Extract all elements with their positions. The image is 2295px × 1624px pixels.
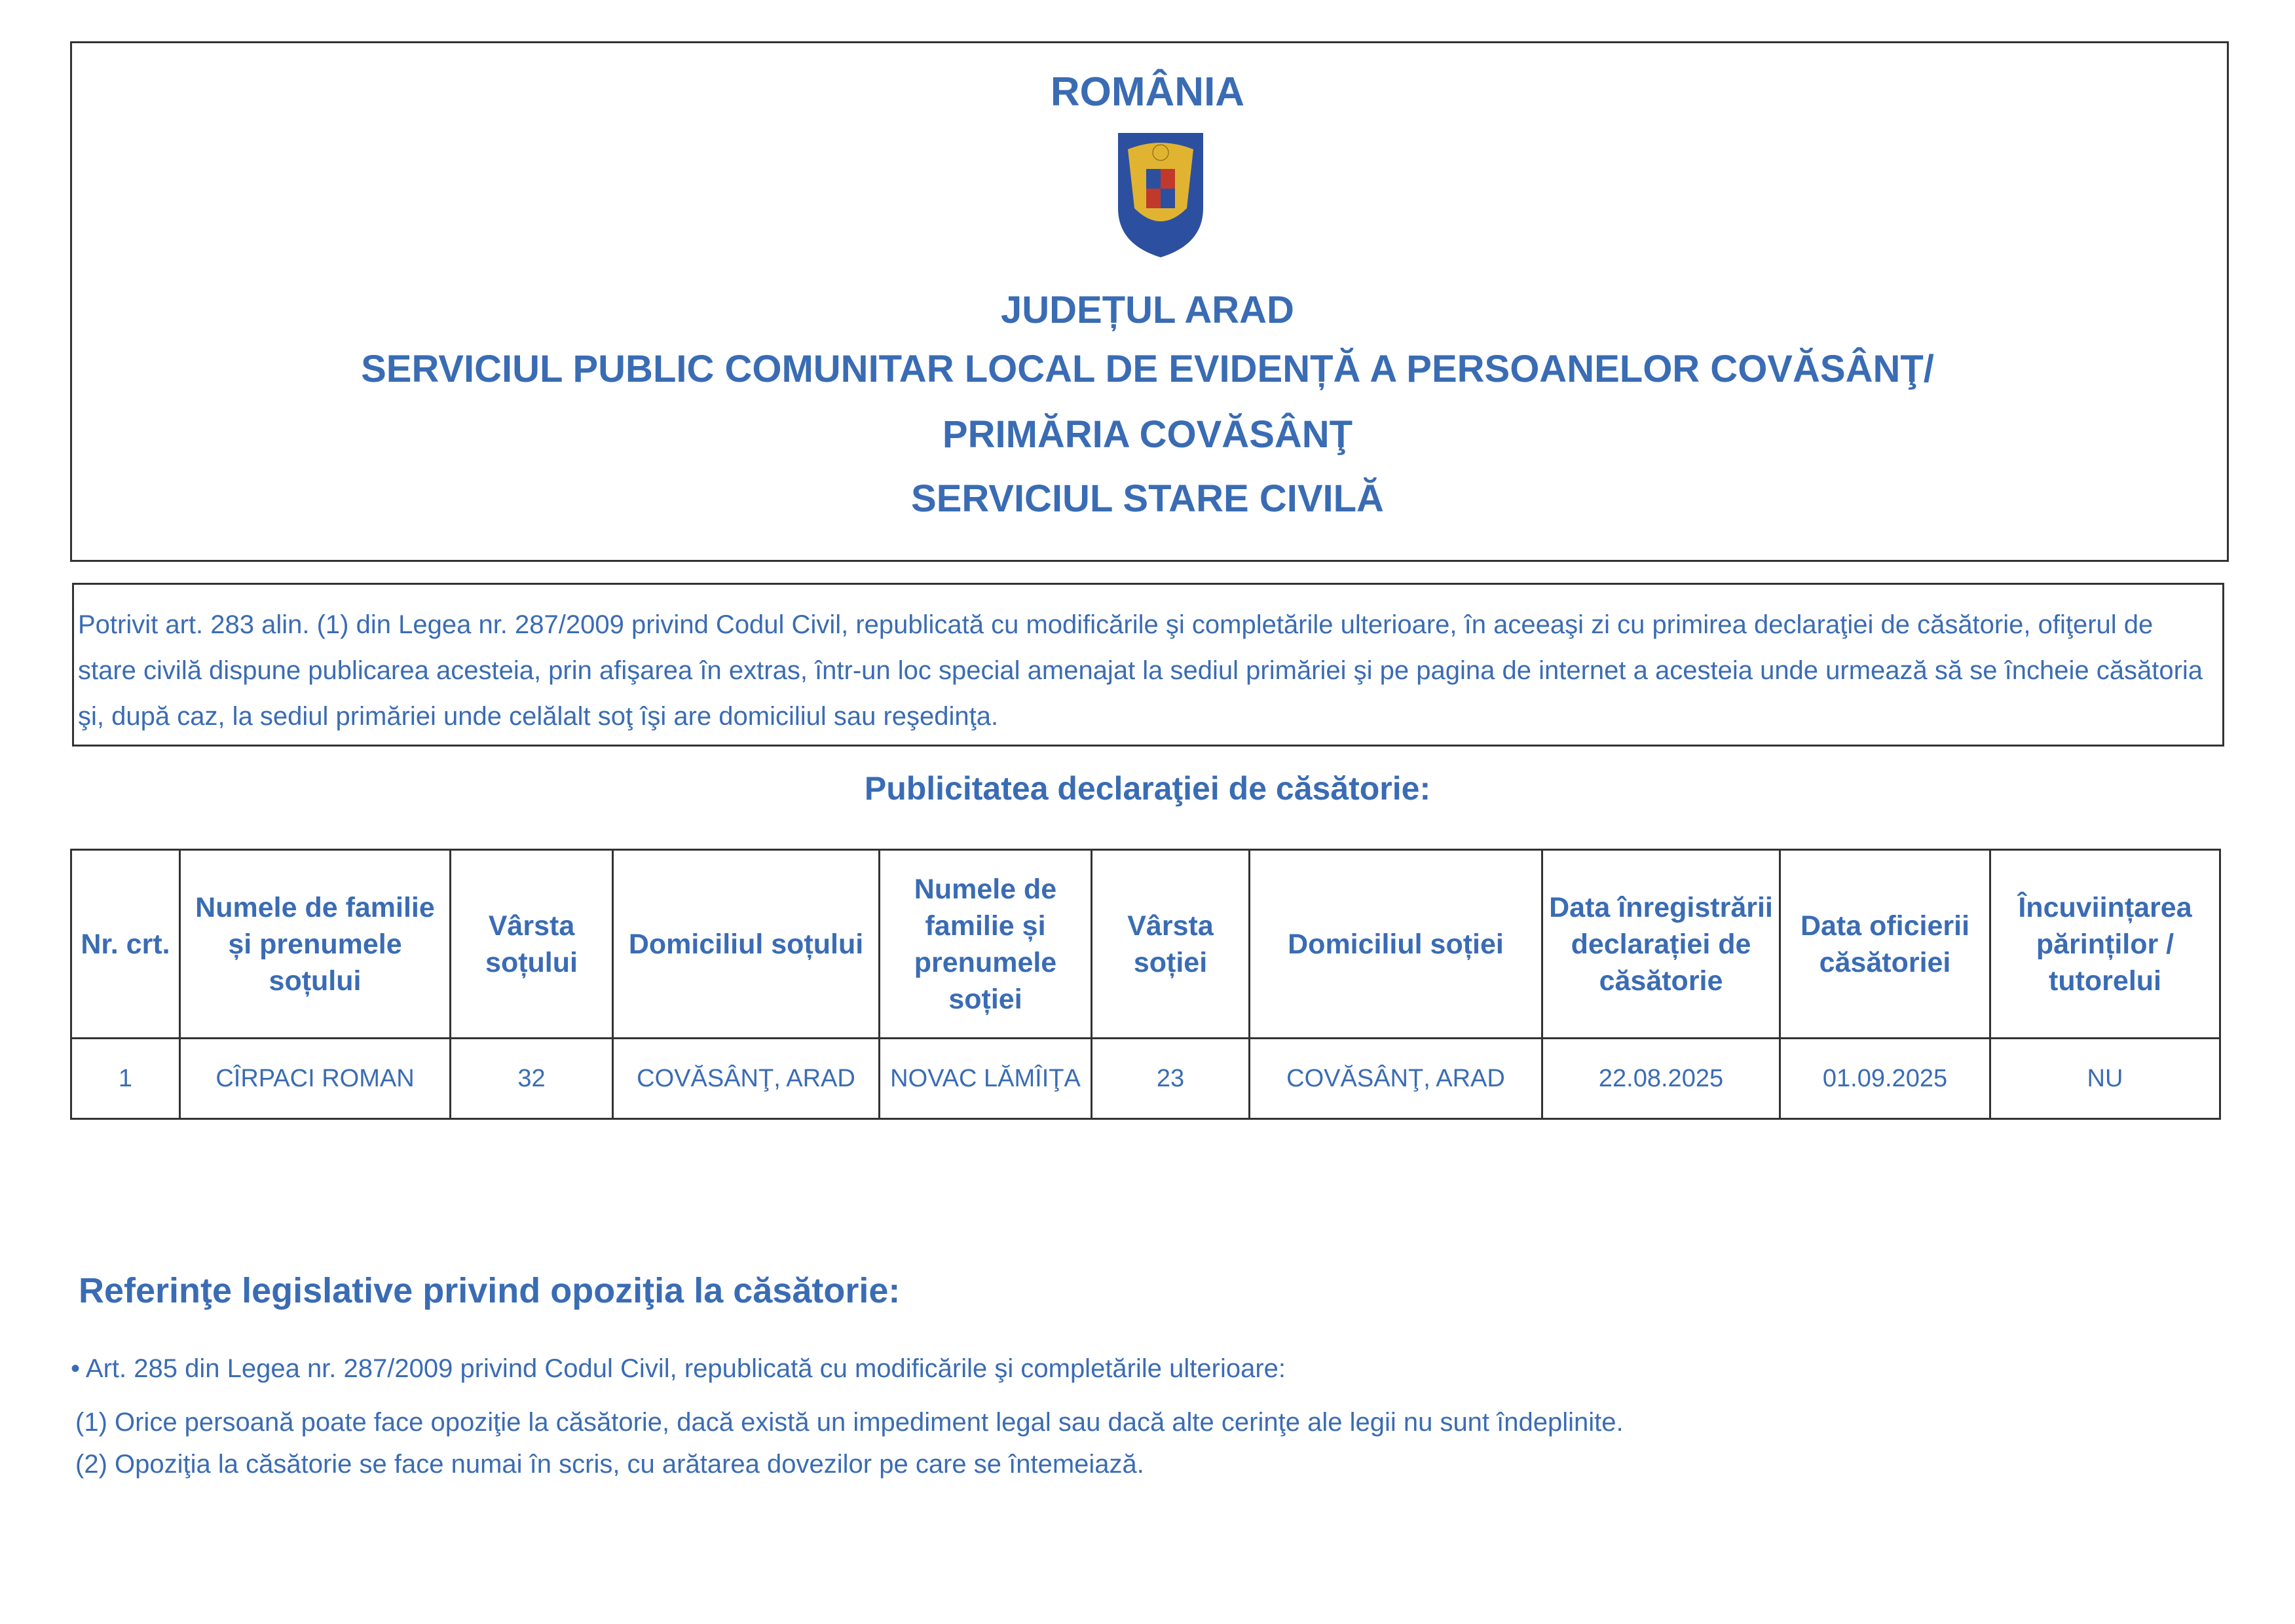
column-header: Data oficierii căsătoriei [1779, 849, 1991, 1039]
column-header: Domiciliul soțului [612, 849, 880, 1039]
cell: NU [1989, 1037, 2221, 1120]
column-header: Vârsta soției [1091, 849, 1250, 1039]
cell: 23 [1091, 1037, 1250, 1120]
coat-of-arms-icon [1118, 133, 1203, 257]
reference-item: (1) Orice persoană poate face opoziţie l… [75, 1408, 1624, 1437]
cell: 1 [70, 1037, 181, 1120]
section-title: Publicitatea declaraţiei de căsătorie: [864, 770, 1431, 807]
header-line: SERVICIUL PUBLIC COMUNITAR LOCAL DE EVID… [361, 348, 1934, 390]
country-title: ROMÂNIA [1050, 69, 1245, 115]
intro-paragraph: Potrivit art. 283 alin. (1) din Legea nr… [72, 583, 2224, 747]
cell: COVĂSÂNŢ, ARAD [1248, 1037, 1543, 1120]
header-line: SERVICIUL STARE CIVILĂ [911, 477, 1384, 520]
header-line: JUDEȚUL ARAD [1001, 289, 1294, 331]
cell: COVĂSÂNŢ, ARAD [612, 1037, 880, 1120]
header-box [70, 41, 2229, 562]
reference-item: • Art. 285 din Legea nr. 287/2009 privin… [71, 1354, 1286, 1383]
declarations-table: Nr. crt. Numele de familie și prenumele … [70, 849, 2221, 1120]
column-header: Domiciliul soției [1248, 849, 1543, 1039]
column-header: Încuviințarea părinților / tutorelui [1989, 849, 2221, 1039]
column-header: Nr. crt. [70, 849, 181, 1039]
column-header: Numele de familie și prenumele soțului [179, 849, 451, 1039]
column-header: Numele de familie și prenumele soției [878, 849, 1092, 1039]
cell: NOVAC LĂMÎIŢA [878, 1037, 1092, 1120]
cell: CÎRPACI ROMAN [179, 1037, 451, 1120]
cell: 01.09.2025 [1779, 1037, 1991, 1120]
column-header: Data înregistrării declarației de căsăto… [1541, 849, 1781, 1039]
header-line: PRIMĂRIA COVĂSÂNŢ [942, 413, 1353, 456]
references-title: Referinţe legislative privind opoziţia l… [79, 1271, 901, 1310]
cell: 22.08.2025 [1541, 1037, 1781, 1120]
table-header-row: Nr. crt. Numele de familie și prenumele … [70, 849, 2221, 1039]
column-header: Vârsta soțului [449, 849, 614, 1039]
reference-item: (2) Opoziţia la căsătorie se face numai … [75, 1450, 1144, 1479]
cell: 32 [449, 1037, 614, 1120]
table-row: 1 CÎRPACI ROMAN 32 COVĂSÂNŢ, ARAD NOVAC … [70, 1037, 2221, 1120]
